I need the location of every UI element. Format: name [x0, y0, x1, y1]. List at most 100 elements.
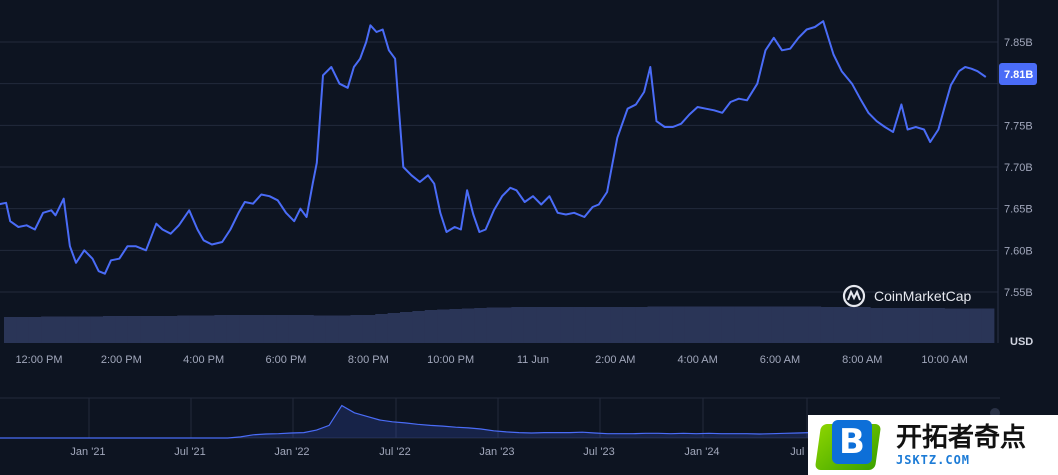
- volume-bar: [845, 307, 859, 343]
- x-tick-label: 6:00 AM: [760, 354, 800, 366]
- volume-bar: [981, 308, 995, 343]
- volume-bar: [585, 307, 599, 343]
- volume-bar: [709, 306, 723, 343]
- volume-bar: [177, 315, 191, 343]
- jsktz-name: 开拓者奇点: [896, 423, 1027, 453]
- volume-bar: [226, 315, 240, 343]
- overview-x-tick-label: Jan '22: [274, 446, 309, 458]
- volume-bar: [276, 315, 290, 343]
- overview-x-tick-label: Jul '21: [174, 446, 205, 458]
- coinmarketcap-watermark: CoinMarketCap: [842, 284, 971, 308]
- x-axis-ticks: 12:00 PM 2:00 PM 4:00 PM 6:00 PM 8:00 PM 10:0…: [15, 354, 967, 366]
- volume-bar: [251, 315, 265, 343]
- volume-bar: [833, 307, 846, 343]
- x-tick-label: 4:00 PM: [183, 354, 224, 366]
- y-tick-label: 7.70B: [1004, 162, 1033, 174]
- volume-bar: [697, 306, 710, 343]
- volume-bar: [870, 308, 884, 343]
- x-tick-label: 6:00 PM: [265, 354, 306, 366]
- volume-bar: [659, 306, 673, 343]
- y-axis-ticks: 7.55B 7.60B 7.65B 7.70B 7.75B 7.85B: [1004, 37, 1033, 299]
- y-tick-label: 7.55B: [1004, 287, 1033, 299]
- overview-x-tick-label: Jul '23: [583, 446, 614, 458]
- volume-bar: [746, 306, 760, 343]
- volume-bar: [622, 307, 636, 343]
- x-tick-label: 2:00 AM: [595, 354, 635, 366]
- volume-bar: [28, 317, 42, 343]
- overview-x-ticks: Jan '21 Jul '21 Jan '22 Jul '22 Jan '23 Jul '…: [70, 446, 821, 458]
- volume-bar: [672, 306, 686, 343]
- volume-bar: [362, 315, 376, 343]
- volume-bar: [647, 306, 661, 343]
- volume-bar: [301, 315, 314, 343]
- volume-bar: [536, 307, 549, 343]
- volume-bar: [115, 316, 129, 343]
- volume-bar: [857, 307, 871, 343]
- volume-bar: [189, 315, 203, 343]
- overview-x-tick-label: Jan '21: [70, 446, 105, 458]
- y-tick-label: 7.75B: [1004, 120, 1033, 132]
- main-price-line[interactable]: [0, 20, 987, 275]
- volume-bars: [4, 306, 995, 343]
- y-tick-label: 7.60B: [1004, 245, 1033, 257]
- volume-bar: [895, 308, 908, 343]
- y-tick-label: 7.65B: [1004, 204, 1033, 216]
- x-tick-label: 8:00 AM: [842, 354, 882, 366]
- volume-bar: [734, 306, 747, 343]
- volume-bar: [684, 306, 698, 343]
- volume-bar: [548, 307, 562, 343]
- volume-bar: [944, 308, 958, 343]
- overview-x-tick-label: Jan '24: [684, 446, 719, 458]
- x-tick-label: 10:00 AM: [921, 354, 967, 366]
- volume-bar: [239, 315, 252, 343]
- volume-bar: [325, 315, 339, 343]
- volume-bar: [375, 314, 389, 343]
- unit-label: USD: [1010, 336, 1033, 348]
- current-value-badge-bg: [999, 63, 1037, 85]
- jsktz-logo-letter: B: [832, 420, 872, 464]
- volume-bar: [214, 315, 228, 343]
- volume-bar: [969, 308, 983, 343]
- jsktz-logo-icon: B: [814, 420, 884, 470]
- overview-x-tick-label: Jul '22: [379, 446, 410, 458]
- volume-bar: [103, 316, 116, 343]
- volume-bar: [412, 311, 426, 343]
- overview-x-tick-label: Jan '23: [479, 446, 514, 458]
- volume-bar: [400, 312, 413, 343]
- volume-bar: [907, 308, 921, 343]
- volume-bar: [919, 308, 933, 343]
- volume-bar: [65, 316, 79, 343]
- current-value-badge: 7.81B: [999, 63, 1037, 85]
- volume-bar: [956, 308, 970, 343]
- volume-bar: [127, 316, 141, 343]
- y-gridlines: [0, 41, 998, 293]
- volume-bar: [474, 308, 488, 343]
- volume-bar: [437, 309, 450, 343]
- volume-bar: [499, 307, 512, 343]
- volume-bar: [771, 306, 785, 343]
- volume-bar: [610, 307, 624, 343]
- volume-bar: [78, 316, 92, 343]
- volume-bar: [882, 308, 896, 343]
- jsktz-watermark: B 开拓者奇点 JSKTZ.COM: [808, 415, 1058, 475]
- x-tick-label: 10:00 PM: [427, 354, 474, 366]
- volume-bar: [449, 309, 463, 343]
- volume-bar: [53, 316, 67, 343]
- volume-bar: [263, 315, 277, 343]
- coinmarketcap-logo-icon: [842, 284, 866, 308]
- volume-bar: [152, 316, 166, 343]
- volume-bar: [598, 307, 611, 343]
- volume-bar: [338, 315, 351, 343]
- series-line: [0, 20, 987, 275]
- volume-bar: [16, 317, 30, 343]
- volume-bar: [783, 306, 797, 343]
- volume-bar: [140, 316, 153, 343]
- volume-bar: [560, 307, 574, 343]
- x-tick-label: 8:00 PM: [348, 354, 389, 366]
- volume-bar: [90, 316, 104, 343]
- volume-bar: [461, 308, 475, 343]
- jsktz-url: JSKTZ.COM: [896, 453, 971, 467]
- watermark-text: CoinMarketCap: [874, 288, 971, 304]
- volume-bar: [635, 307, 648, 343]
